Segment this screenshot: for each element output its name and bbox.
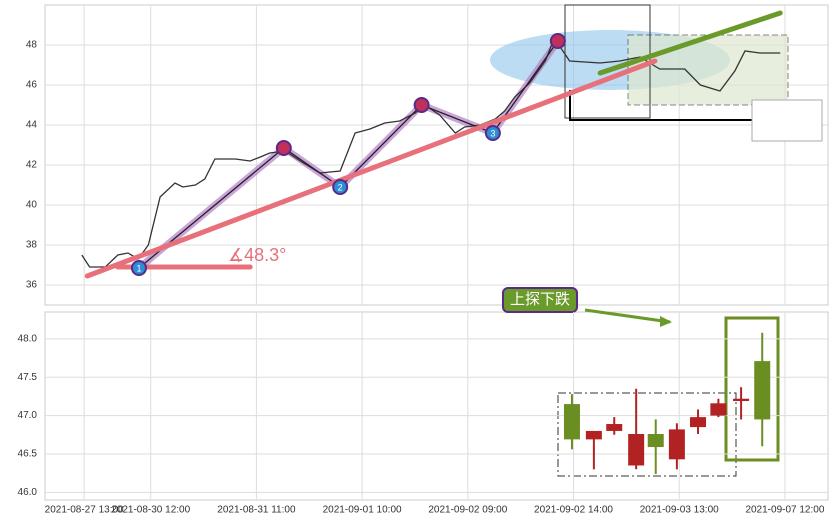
wave-label: 2 bbox=[338, 182, 343, 192]
y-tick-label: 48 bbox=[26, 40, 38, 51]
pattern-box bbox=[627, 34, 789, 106]
trend-line bbox=[597, 10, 783, 76]
wave-peak bbox=[413, 97, 430, 113]
y-tick-label: 36 bbox=[26, 280, 38, 291]
candle-body bbox=[585, 430, 602, 440]
y-tick-label: 48.0 bbox=[18, 333, 38, 344]
wave-label: 3 bbox=[490, 128, 495, 138]
arrow-head bbox=[660, 316, 672, 327]
candle-body bbox=[563, 404, 580, 440]
x-tick-label: 2021-09-03 13:00 bbox=[640, 505, 719, 516]
candle-body bbox=[668, 429, 685, 460]
candle-body bbox=[647, 434, 664, 448]
candle-body bbox=[710, 403, 727, 416]
connector bbox=[569, 90, 760, 121]
price-line bbox=[81, 39, 781, 268]
candle-body bbox=[690, 417, 707, 428]
x-tick-label: 2021-09-02 09:00 bbox=[428, 505, 507, 516]
y-tick-label: 42 bbox=[26, 160, 38, 171]
y-tick-label: 40 bbox=[26, 200, 38, 211]
y-tick-label: 47.0 bbox=[18, 410, 38, 421]
x-tick-label: 2021-09-02 14:00 bbox=[534, 505, 613, 516]
x-tick-label: 2021-09-07 12:00 bbox=[745, 505, 824, 516]
x-tick-label: 2021-08-31 11:00 bbox=[217, 505, 296, 516]
y-tick-label: 46 bbox=[26, 80, 38, 91]
y-tick-label: 44 bbox=[26, 120, 38, 131]
y-tick-label: 47.5 bbox=[18, 372, 38, 383]
wave-peak bbox=[275, 140, 292, 156]
pattern-label-box bbox=[502, 287, 578, 313]
wave-point bbox=[130, 260, 147, 276]
y-tick-label: 46.5 bbox=[18, 449, 38, 460]
thumbnail bbox=[751, 99, 823, 142]
x-tick-label: 2021-08-30 12:00 bbox=[111, 505, 190, 516]
candle-body bbox=[606, 424, 623, 431]
x-tick-label: 2021-09-01 10:00 bbox=[323, 505, 402, 516]
y-tick-label: 38 bbox=[26, 240, 38, 251]
x-tick-label: 2021-08-27 13:00 bbox=[45, 505, 124, 516]
angle-label: ∡48.3° bbox=[228, 245, 286, 265]
candle-body bbox=[628, 434, 645, 466]
wave-label: 1 bbox=[136, 263, 141, 273]
label-arrow bbox=[584, 308, 671, 324]
candle-group-box bbox=[557, 392, 737, 477]
wave-point bbox=[332, 179, 349, 195]
wave-point bbox=[484, 125, 501, 141]
highlight-candle-box bbox=[724, 316, 780, 462]
candle-body bbox=[754, 361, 771, 420]
trend-line bbox=[84, 58, 658, 279]
pattern-label: 上探下跌 bbox=[510, 291, 570, 308]
wave-peak bbox=[549, 33, 566, 49]
y-tick-label: 46.0 bbox=[18, 487, 38, 498]
candle-body bbox=[733, 398, 750, 402]
bottom-panel bbox=[44, 311, 829, 501]
